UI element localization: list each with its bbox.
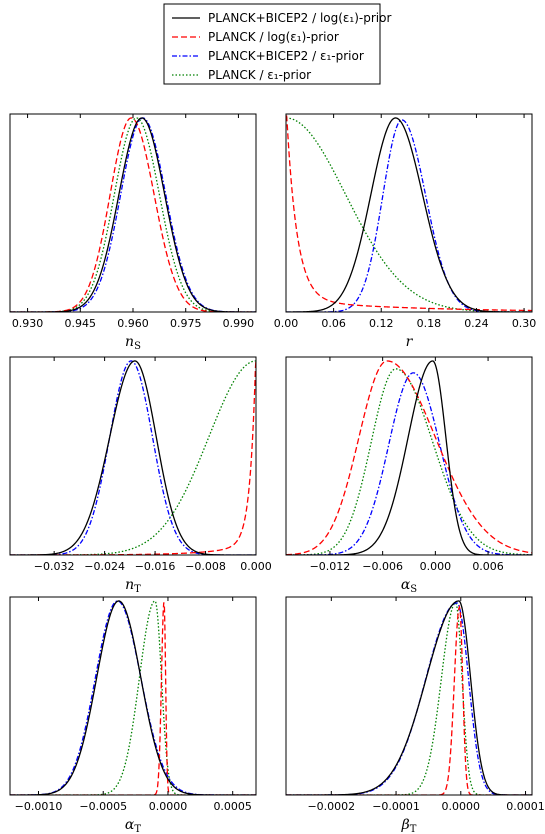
axes-frame — [9, 596, 257, 796]
series-line-2 — [286, 360, 532, 555]
series-line-4 — [286, 602, 532, 795]
axes-frame — [285, 113, 533, 313]
x-axis-label: αS — [401, 577, 417, 595]
x-tick-label: −0.0001 — [372, 800, 420, 813]
panel-4: −0.012 −0.006 0.000 0.006 αS — [285, 356, 533, 595]
x-axis-label: nS — [125, 334, 141, 352]
series-line-3 — [10, 360, 256, 555]
series-line-2 — [10, 358, 256, 555]
series-line-1 — [10, 117, 256, 312]
legend-label: PLANCK / ε₁-prior — [208, 68, 311, 82]
series-line-3 — [10, 600, 256, 795]
series-line-1 — [286, 117, 532, 312]
series-line-1 — [10, 600, 256, 795]
x-tick-label: 0.930 — [12, 317, 44, 330]
x-tick-label: −0.0010 — [15, 800, 63, 813]
series-line-4 — [10, 600, 256, 795]
panel-3: −0.032 −0.024 −0.016 −0.008 0.000 nT — [9, 356, 272, 595]
x-tick-label: 0.975 — [170, 317, 202, 330]
x-axis-label: αT — [125, 817, 141, 834]
panel-2: 0.00 0.06 0.12 0.18 0.24 0.30 r — [274, 113, 537, 350]
x-tick-label: 0.18 — [417, 317, 442, 330]
x-tick-label: 0.006 — [472, 560, 504, 573]
legend-box — [163, 3, 381, 85]
x-tick-label: 0.30 — [512, 317, 537, 330]
panel-1: 0.930 0.945 0.960 0.975 0.990 nS — [9, 113, 257, 352]
x-tick-label: −0.006 — [362, 560, 403, 573]
x-tick-label: 0.00 — [274, 317, 299, 330]
series-line-2 — [286, 604, 532, 795]
axes-frame — [9, 113, 257, 313]
x-tick-label: 0.12 — [369, 317, 394, 330]
x-tick-label: −0.016 — [135, 560, 176, 573]
legend: PLANCK+BICEP2 / log(ε₁)-prior PLANCK / lo… — [163, 3, 391, 85]
legend-label: PLANCK / log(ε₁)-prior — [208, 30, 339, 44]
series-line-1 — [286, 600, 532, 795]
x-tick-label: 0.960 — [117, 317, 149, 330]
x-tick-label: 0.24 — [464, 317, 489, 330]
x-tick-label: −0.0002 — [307, 800, 355, 813]
series-line-4 — [286, 368, 532, 555]
series-line-2 — [286, 115, 532, 312]
x-tick-label: −0.032 — [34, 560, 75, 573]
x-axis-label: nT — [125, 577, 141, 595]
x-tick-label: −0.024 — [84, 560, 125, 573]
panel-5: −0.0010 −0.0005 0.0000 0.0005 αT — [9, 596, 257, 834]
series-line-3 — [286, 602, 532, 795]
legend-label: PLANCK+BICEP2 / ε₁-prior — [208, 49, 364, 63]
x-tick-label: 0.06 — [321, 317, 346, 330]
axes-frame — [285, 596, 533, 796]
legend-label: PLANCK+BICEP2 / log(ε₁)-prior — [208, 11, 391, 25]
axes-frame — [285, 356, 533, 556]
x-tick-label: 0.0000 — [149, 800, 188, 813]
series-line-4 — [10, 117, 256, 312]
series-line-4 — [10, 360, 256, 555]
x-tick-label: 0.945 — [65, 317, 97, 330]
axes-frame — [9, 356, 257, 556]
x-tick-label: −0.008 — [185, 560, 226, 573]
x-tick-label: −0.012 — [310, 560, 351, 573]
x-tick-label: 0.0000 — [442, 800, 481, 813]
series-line-4 — [286, 117, 532, 312]
x-axis-label: r — [406, 334, 414, 350]
series-line-3 — [286, 119, 532, 312]
x-axis-label: βT — [401, 817, 417, 834]
x-tick-label: 0.000 — [240, 560, 272, 573]
series-line-3 — [10, 117, 256, 312]
series-line-2 — [10, 117, 256, 312]
series-line-1 — [286, 360, 532, 555]
x-tick-label: 0.990 — [223, 317, 255, 330]
x-tick-label: 0.0005 — [213, 800, 252, 813]
series-line-2 — [10, 602, 256, 795]
series-line-3 — [286, 372, 532, 555]
x-tick-label: 0.000 — [420, 560, 452, 573]
x-tick-label: 0.0001 — [506, 800, 545, 813]
panel-6: −0.0002 −0.0001 0.0000 0.0001 βT — [285, 596, 545, 834]
series-line-1 — [10, 360, 256, 555]
x-tick-label: −0.0005 — [79, 800, 127, 813]
